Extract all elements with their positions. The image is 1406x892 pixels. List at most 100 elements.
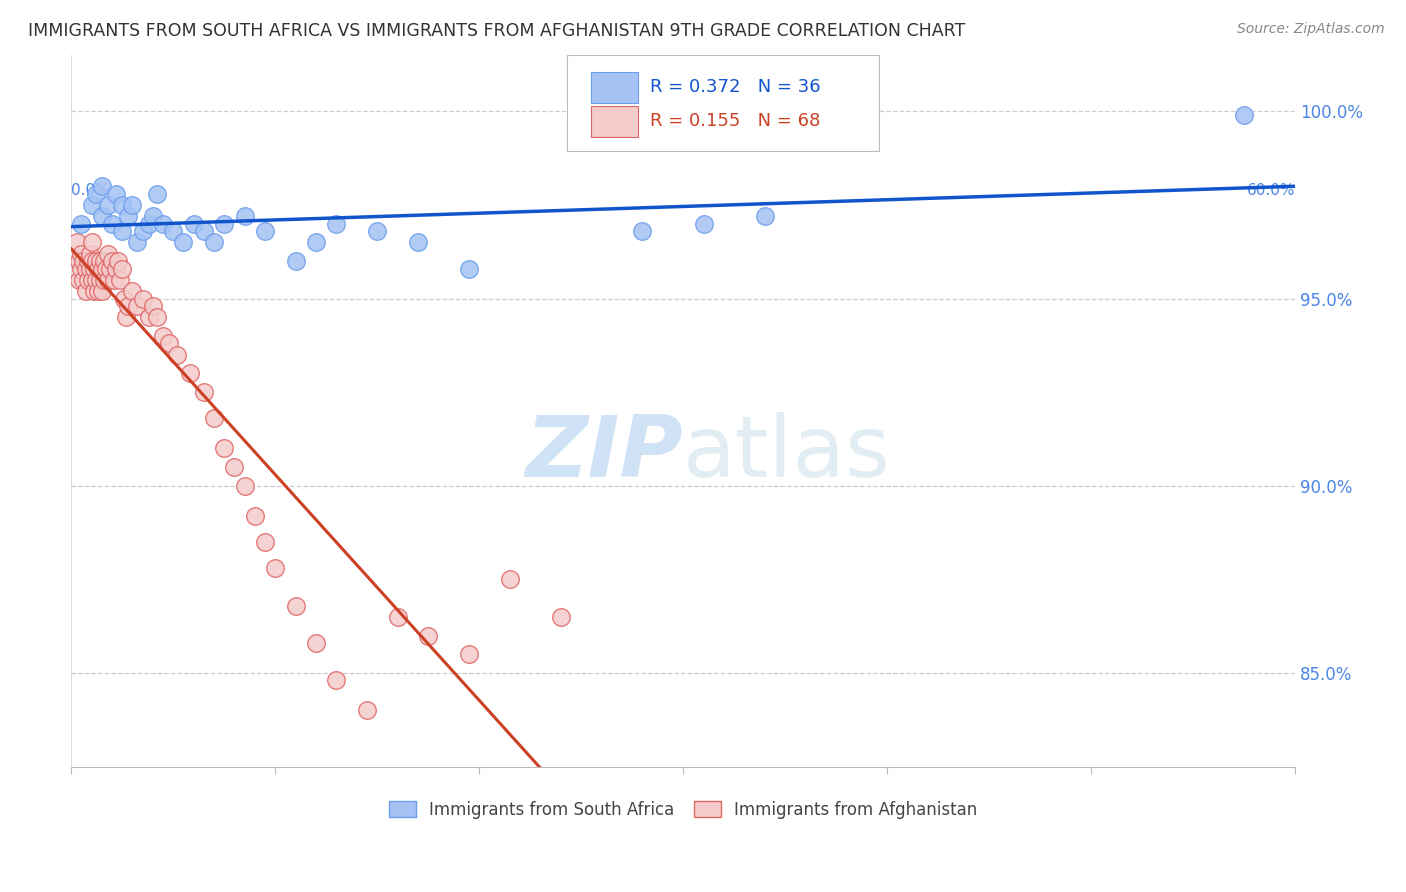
Point [87,261,110,276]
Point [75,261,97,276]
Point [356,703,378,717]
Point [284,254,307,268]
Text: R = 0.155   N = 68: R = 0.155 N = 68 [650,112,821,130]
Point [75,284,97,298]
Point [121,198,143,212]
Point [387,609,409,624]
Point [67,273,90,287]
Point [89,273,111,287]
Point [499,572,522,586]
Point [458,261,481,276]
Point [83,261,105,276]
Point [233,479,256,493]
Point [90,179,112,194]
Point [111,261,134,276]
Point [183,217,205,231]
Point [72,273,94,287]
Point [458,647,481,661]
Point [131,292,153,306]
Text: 60.0%: 60.0% [1247,183,1295,198]
Text: 0.0%: 0.0% [72,183,110,198]
Point [152,217,174,231]
Point [76,273,98,287]
Point [90,284,112,298]
Point [105,186,128,201]
Point [406,235,429,250]
Point [84,273,107,287]
Point [97,273,120,287]
Point [253,535,276,549]
Point [157,336,180,351]
Point [70,246,93,260]
Point [80,254,103,268]
Point [284,599,307,613]
Point [550,609,572,624]
Point [212,442,235,456]
Point [146,310,169,325]
Point [76,254,98,268]
Point [111,224,134,238]
Point [418,628,440,642]
FancyBboxPatch shape [592,71,638,103]
Point [125,299,148,313]
Point [94,261,117,276]
Point [66,235,89,250]
Point [93,273,115,287]
Point [97,246,120,260]
Point [90,209,112,223]
Point [108,273,131,287]
Point [692,217,714,231]
Point [631,224,654,238]
Point [125,235,148,250]
Point [101,217,124,231]
Point [98,261,121,276]
Point [83,284,105,298]
Point [366,224,388,238]
Point [70,261,93,276]
Point [80,235,103,250]
Point [142,209,165,223]
Point [107,254,129,268]
Point [146,186,169,201]
Point [97,198,120,212]
Point [111,198,134,212]
Point [212,217,235,231]
Point [70,217,93,231]
Point [117,299,139,313]
Text: R = 0.372   N = 36: R = 0.372 N = 36 [650,78,821,96]
Point [115,310,138,325]
Point [202,235,225,250]
Point [202,411,225,425]
Point [754,209,776,223]
FancyBboxPatch shape [567,55,879,151]
FancyBboxPatch shape [592,105,638,137]
Point [1233,108,1256,122]
Point [166,348,188,362]
Point [162,224,184,238]
Point [138,217,160,231]
Point [79,246,101,260]
Point [325,217,347,231]
Point [224,460,246,475]
Legend: Immigrants from South Africa, Immigrants from Afghanistan: Immigrants from South Africa, Immigrants… [382,795,984,826]
Point [89,254,111,268]
Point [80,273,103,287]
Point [305,636,328,650]
Point [325,673,347,688]
Point [243,508,266,523]
Point [112,292,135,306]
Text: ZIP: ZIP [526,412,683,495]
Point [72,254,94,268]
Point [103,273,125,287]
Point [87,284,110,298]
Point [179,367,201,381]
Point [101,254,124,268]
Point [79,261,101,276]
Point [117,209,139,223]
Point [105,261,128,276]
Point [121,284,143,298]
Point [90,261,112,276]
Point [93,254,115,268]
Text: IMMIGRANTS FROM SOUTH AFRICA VS IMMIGRANTS FROM AFGHANISTAN 9TH GRADE CORRELATIO: IMMIGRANTS FROM SOUTH AFRICA VS IMMIGRAN… [28,22,966,40]
Point [80,198,103,212]
